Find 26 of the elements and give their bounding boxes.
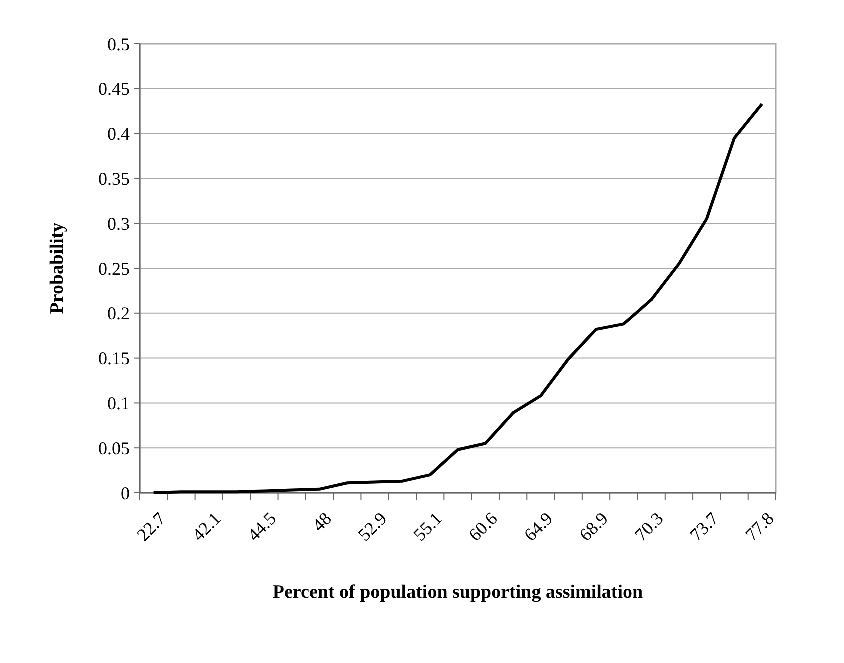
x-tick-label: 42.1 — [188, 508, 225, 546]
x-tick-label: 64.9 — [520, 508, 557, 546]
x-tick-label: 44.5 — [244, 508, 280, 546]
y-axis-title: Probability — [47, 222, 68, 314]
x-tick-label: 77.8 — [741, 508, 778, 546]
y-tick-label: 0.3 — [108, 214, 130, 234]
y-tick-label: 0.5 — [108, 34, 130, 54]
x-tick-label: 73.7 — [686, 508, 723, 546]
y-tick-label: 0.05 — [98, 438, 130, 458]
line-series — [152, 102, 764, 494]
x-tick-label: 68.9 — [576, 508, 612, 546]
y-tick-label: 0.15 — [98, 348, 130, 369]
y-tick-label: 0.4 — [108, 124, 130, 144]
x-tick-label: 55.1 — [410, 508, 446, 546]
x-tick-label: 70.3 — [630, 508, 668, 546]
y-tick-label: 0.25 — [98, 258, 130, 279]
x-tick-label: 60.6 — [464, 508, 502, 546]
y-tick-label: 0.2 — [108, 304, 130, 324]
x-tick-label: 22.7 — [133, 508, 170, 546]
x-tick-label: 52.9 — [354, 508, 391, 546]
x-tick-label: 48 — [308, 508, 336, 536]
y-tick-label: 0.35 — [98, 169, 130, 189]
y-tick-label: 0.45 — [98, 79, 130, 100]
y-tick-label: 0 — [121, 483, 130, 504]
x-axis-title: Percent of population supporting assimilation — [272, 582, 644, 603]
y-tick-label: 0.1 — [108, 394, 130, 414]
